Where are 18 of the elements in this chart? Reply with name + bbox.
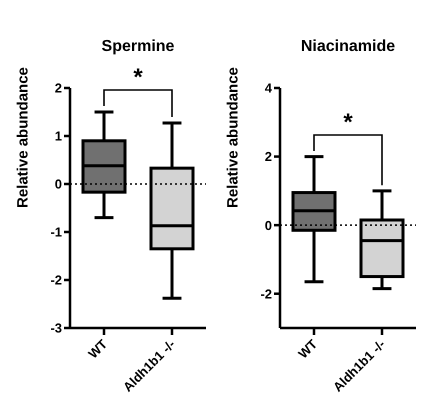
y-tick-label: 0 [264, 218, 272, 233]
y-tick-label: 2 [264, 149, 272, 164]
y-axis-title: Relative abundance [14, 67, 32, 208]
annotation: * [132, 64, 144, 92]
chart-title: Niacinamide [300, 38, 396, 56]
annotation: * [342, 108, 354, 137]
y-tick-label: -2 [50, 272, 62, 288]
chart-title: Spermine [100, 38, 176, 56]
x-tick-label: WT [85, 336, 110, 362]
y-tick-label: -3 [50, 320, 62, 336]
y-tick-label: 4 [264, 80, 273, 96]
y-tick-label: 2 [54, 80, 62, 96]
x-tick-label: WT [295, 336, 320, 362]
y-tick-label: -2 [260, 286, 272, 302]
y-tick-label: 0 [54, 176, 62, 192]
y-tick-label: -1 [50, 224, 62, 240]
y-axis-title: Relative abundance [224, 67, 242, 208]
y-tick-label: 1 [54, 128, 62, 144]
